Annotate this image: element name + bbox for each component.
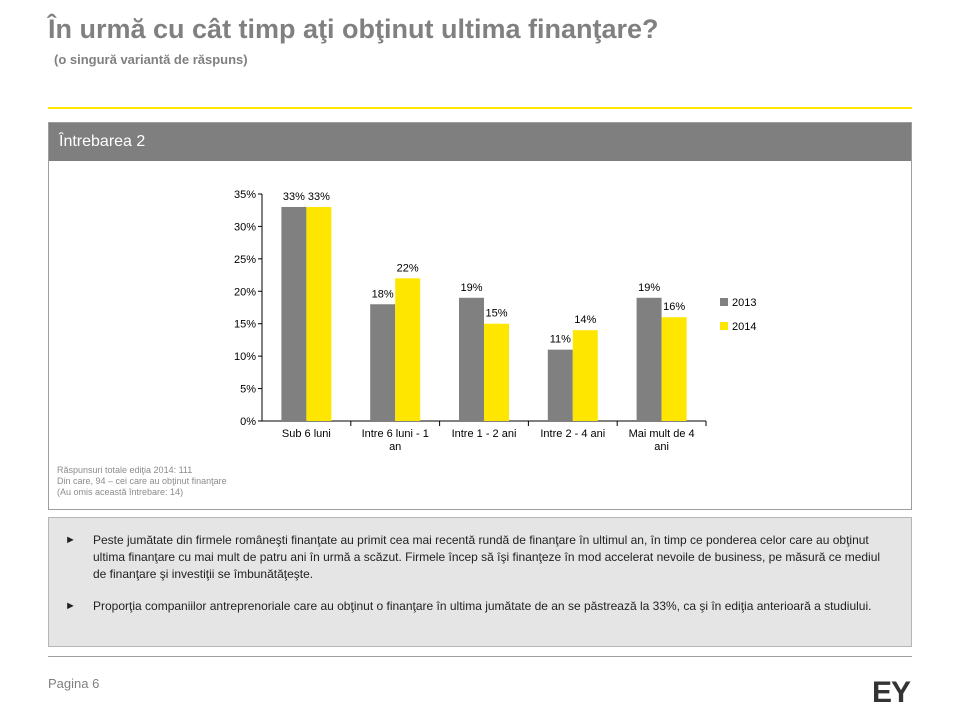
page-number: Pagina 6 — [48, 676, 100, 691]
data-label: 22% — [397, 262, 419, 274]
legend-swatch-2013 — [720, 298, 728, 306]
y-tick-label: 30% — [234, 221, 256, 233]
panel-title: Întrebarea 2 — [59, 133, 146, 150]
y-tick-label: 10% — [234, 351, 256, 363]
data-label: 15% — [485, 308, 507, 320]
data-label: 14% — [574, 314, 596, 326]
x-tick-label: Sub 6 luni — [282, 428, 331, 440]
footer-divider — [48, 656, 912, 657]
bar-chart: 0% 5% 10% 15% 20% 25% 30% 35% Sub 6 luni 33% 33% In… — [234, 189, 757, 453]
x-tick-label: Mai mult de 4 — [629, 428, 695, 440]
chart-panel: Întrebarea 2 0% 5% 10% 15% 20% 25% 30% 35% Sub 6… — [48, 122, 912, 510]
bar-2013 — [547, 349, 573, 421]
x-tick-label: Intre 2 - 4 ani — [540, 428, 605, 440]
data-label: 16% — [663, 301, 685, 313]
legend-label: 2014 — [732, 321, 756, 333]
x-tick-label: ani — [654, 441, 669, 453]
bar-2014 — [484, 323, 509, 421]
x-tick-label: Intre 1 - 2 ani — [452, 428, 517, 440]
data-label: 11% — [550, 334, 571, 346]
page-title: În urmă cu cât timp aţi obţinut ultima f… — [48, 14, 659, 44]
title-divider — [48, 107, 912, 109]
x-tick-label: Intre 6 luni - 1 — [362, 428, 429, 440]
bullet-arrow-icon: ► — [65, 600, 76, 612]
legend-swatch-2014 — [720, 322, 728, 330]
y-tick-label: 0% — [240, 416, 256, 428]
ey-logo: EY — [872, 676, 911, 709]
data-label: 19% — [460, 282, 482, 294]
data-label: 33% — [283, 191, 305, 203]
bar-2014 — [306, 206, 332, 421]
y-tick-label: 5% — [240, 384, 256, 396]
bar-2013 — [370, 304, 396, 421]
y-tick-label: 25% — [234, 254, 256, 266]
y-tick-label: 15% — [234, 319, 256, 331]
bullet-arrow-icon: ► — [65, 534, 76, 546]
bar-2014 — [572, 330, 598, 421]
bar-2014 — [395, 278, 421, 421]
data-label: 19% — [638, 282, 660, 294]
note-line: (Au omis această întrebare: 14) — [57, 487, 184, 497]
chart-notes: Răspunsuri totale ediţia 2014: 111 Din c… — [57, 465, 227, 498]
note-line: Răspunsuri totale ediţia 2014: 111 — [57, 465, 193, 475]
data-label: 33% — [308, 191, 330, 203]
legend-label: 2013 — [732, 297, 756, 309]
page-subtitle: (o singură variantă de răspuns) — [54, 52, 248, 67]
bar-2013 — [281, 206, 307, 421]
y-tick-label: 20% — [234, 286, 256, 298]
bar-2014 — [661, 317, 687, 421]
bullet-text: Peste jumătate din firmele româneşti fin… — [93, 533, 881, 581]
bullet-text: Proporţia companiilor antreprenoriale ca… — [93, 599, 872, 613]
summary-box: ► Peste jumătate din firmele româneşti f… — [48, 517, 912, 647]
y-tick-label: 35% — [234, 189, 256, 201]
x-tick-label: an — [389, 441, 401, 453]
bar-2013 — [459, 297, 484, 421]
panel-header: Întrebarea 2 — [49, 123, 911, 161]
data-label: 18% — [372, 288, 394, 300]
bar-2013 — [636, 297, 662, 421]
note-line: Din care, 94 – cei care au obţinut finan… — [57, 476, 227, 486]
